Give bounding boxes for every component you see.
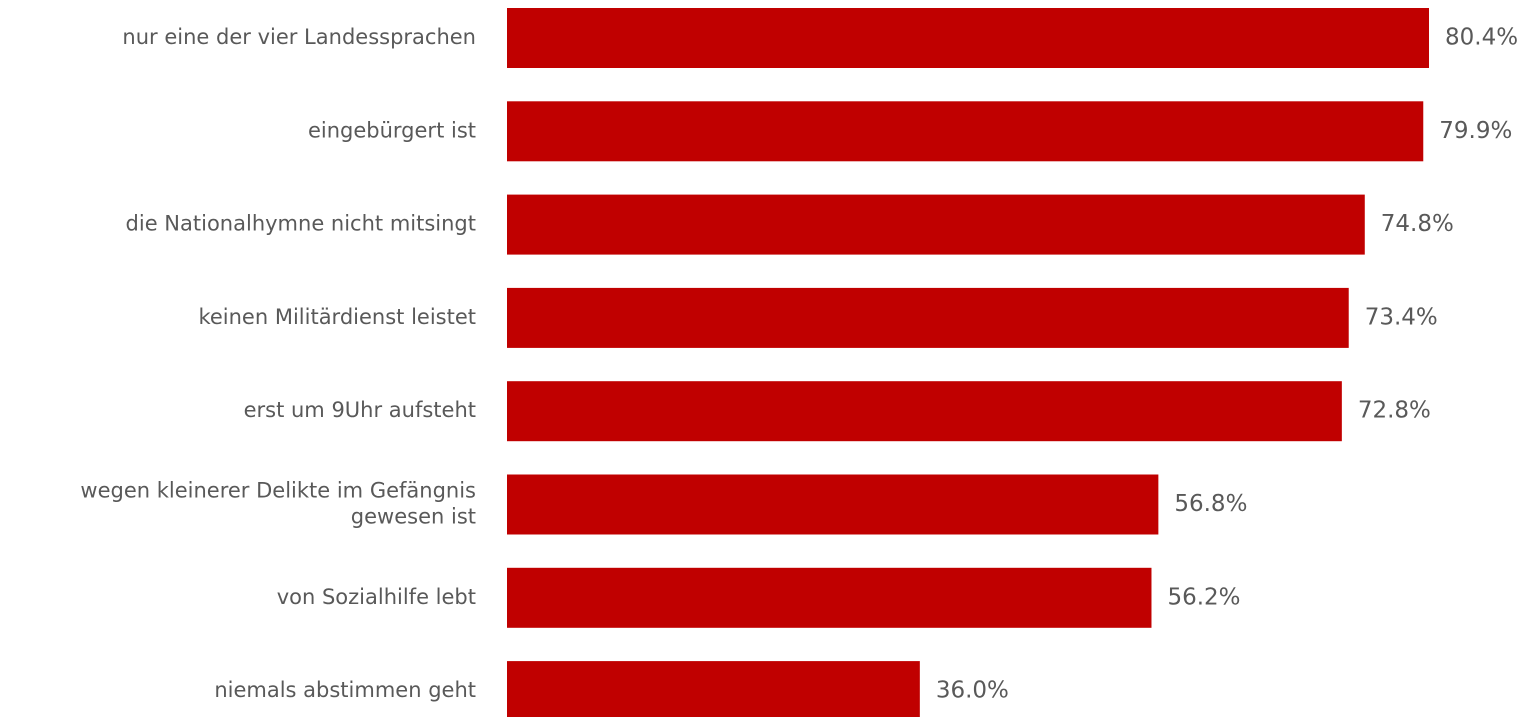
category-label-line: die Nationalhymne nicht mitsingt [126, 212, 476, 236]
category-label: von Sozialhilfe lebt [277, 585, 476, 609]
bar [507, 101, 1424, 162]
category-label-line: eingebürgert ist [308, 118, 476, 142]
category-label-line: erst um 9Uhr aufsteht [244, 398, 476, 422]
category-label: keinen Militärdienst leistet [198, 305, 476, 329]
bar [507, 194, 1365, 255]
category-label: nur eine der vier Landessprachen [122, 25, 476, 49]
value-label: 72.8% [1358, 398, 1431, 424]
value-label: 56.2% [1167, 584, 1240, 610]
value-label: 74.8% [1381, 211, 1454, 237]
bar [507, 8, 1429, 68]
category-labels-group: nur eine der vier Landessprachen eingebür… [80, 25, 476, 702]
bar [507, 381, 1342, 442]
category-label-line: keinen Militärdienst leistet [198, 305, 476, 329]
category-label-line: niemals abstimmen geht [214, 678, 476, 702]
bar [507, 661, 920, 717]
category-label: die Nationalhymne nicht mitsingt [126, 212, 476, 236]
category-label-line: wegen kleinerer Delikte im Gefängnis [80, 479, 476, 503]
category-label-line: von Sozialhilfe lebt [277, 585, 476, 609]
category-label: wegen kleinerer Delikte im Gefängnis gewe… [80, 479, 476, 529]
category-label: niemals abstimmen geht [214, 678, 476, 702]
bar [507, 474, 1159, 535]
value-label: 79.9% [1439, 118, 1512, 144]
bar [507, 567, 1152, 628]
category-label: eingebürgert ist [308, 118, 476, 142]
bar [507, 287, 1349, 348]
value-label: 73.4% [1365, 304, 1438, 330]
value-label: 80.4% [1445, 25, 1518, 51]
value-label: 36.0% [936, 678, 1009, 704]
category-label-line: nur eine der vier Landessprachen [122, 25, 476, 49]
bars-group [507, 8, 1429, 717]
value-label: 56.8% [1174, 491, 1247, 517]
category-label: erst um 9Uhr aufsteht [244, 398, 476, 422]
value-labels-group: 80.4% 79.9% 74.8% 73.4% 72.8% 56.8% 56.2% 36.0% [936, 25, 1518, 704]
category-label-line: gewesen ist [351, 505, 476, 529]
